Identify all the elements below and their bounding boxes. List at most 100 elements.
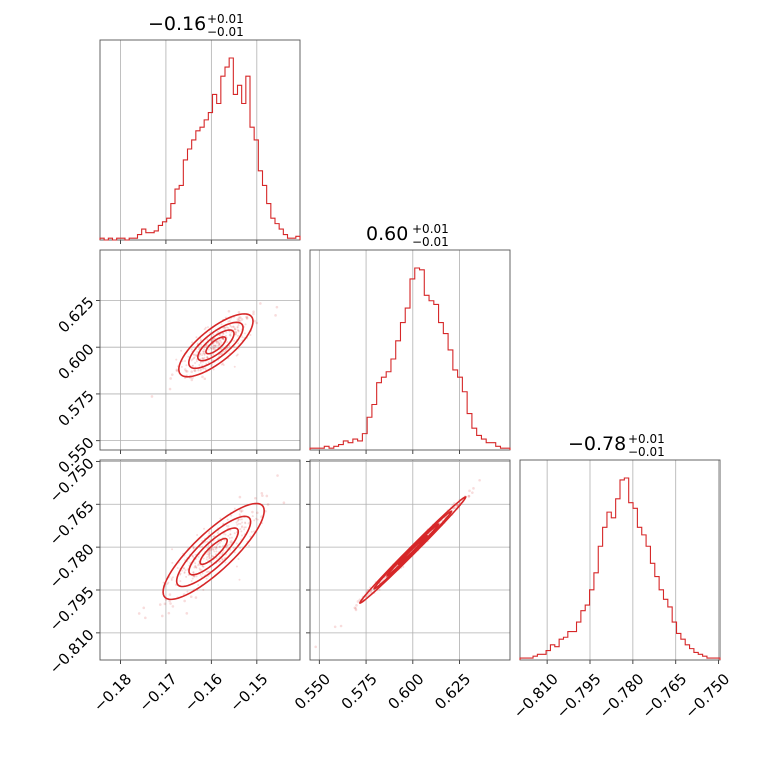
sample-point [226,341,229,344]
sample-point [224,561,227,564]
sample-point [234,333,237,336]
sample-point [201,565,204,568]
sample-point [182,566,185,569]
sample-point [183,572,186,575]
sample-point [198,363,201,366]
sample-point [236,520,239,523]
sample-point [205,344,208,347]
sample-point [207,361,210,364]
sample-point [192,547,195,550]
sample-point [236,328,239,331]
sample-point [369,591,372,594]
sample-point [211,339,214,342]
sample-point [191,364,194,367]
sample-point [256,511,259,515]
sample-point [339,624,343,628]
sample-point [196,533,199,536]
sample-point [195,360,198,363]
sample-point [212,346,215,349]
sample-point [202,588,205,591]
sample-point [237,558,240,561]
sample-point [194,553,197,556]
sample-point [236,326,239,329]
sample-point [227,326,230,329]
sample-point [248,544,251,547]
sample-point [236,523,239,526]
sample-point [233,339,236,342]
sample-point [209,552,212,555]
scatter-panel-param-0-vs-param-2 [96,459,301,664]
sample-point [215,550,218,553]
sample-point [200,545,203,548]
sample-point [218,541,221,544]
sample-point [191,555,194,558]
sample-point [225,525,228,528]
sample-point [223,350,226,353]
sample-point [223,328,226,331]
sample-point [333,625,337,629]
sample-point [468,489,471,493]
sample-point [241,521,244,524]
panel-frame [99,249,301,451]
density-contour [205,336,227,355]
sample-point [236,318,240,321]
sample-point [208,555,211,558]
sample-point [203,328,206,331]
sample-point [179,573,182,576]
sample-point [221,558,224,561]
sample-point [240,318,244,321]
sample-point [192,353,195,356]
sample-point [171,605,175,608]
sample-point [236,353,239,356]
sample-point [275,305,279,309]
sample-point [221,337,224,340]
sample-point [225,331,228,334]
sample-point [185,370,189,373]
sample-point [171,561,174,564]
sample-point [235,565,238,568]
sample-point [169,377,172,380]
sample-point [179,580,182,583]
sample-point [198,354,201,357]
title-param-2-median: −0.78 [568,433,626,455]
sample-point [168,599,171,603]
sample-point [251,510,254,514]
sample-point [222,532,225,535]
sample-point [276,474,279,477]
panel-frame [99,39,301,241]
scatter-content [314,478,481,649]
sample-point [240,526,243,529]
sample-point [240,534,243,537]
sample-point [194,565,197,568]
sample-point [314,645,318,649]
sample-point [214,344,217,347]
sample-point [251,515,254,518]
sample-point [203,348,206,351]
sample-point [261,494,264,497]
sample-point [217,542,220,545]
sample-point [187,573,190,576]
sample-point [170,373,174,376]
sample-point [190,378,194,382]
density-contour [397,534,428,566]
sample-point [223,326,226,329]
sample-point [211,546,214,549]
sample-point [402,566,405,569]
sample-point [175,358,178,361]
sample-point [222,338,225,341]
scatter-panel-param-0-vs-param-1 [96,249,301,454]
sample-point [232,325,235,328]
sample-point [238,495,242,499]
sample-point [221,551,224,554]
sample-point [250,530,253,533]
sample-point [195,354,198,357]
sample-point [222,327,225,330]
title-param-2-err-plus: +0.01 [628,432,665,446]
histogram-panel-param-0 [99,39,301,244]
sample-point [201,572,204,575]
sample-point [193,575,196,578]
sample-point [240,509,244,513]
sample-point [213,546,216,549]
sample-point [244,526,247,529]
sample-point [195,354,198,357]
